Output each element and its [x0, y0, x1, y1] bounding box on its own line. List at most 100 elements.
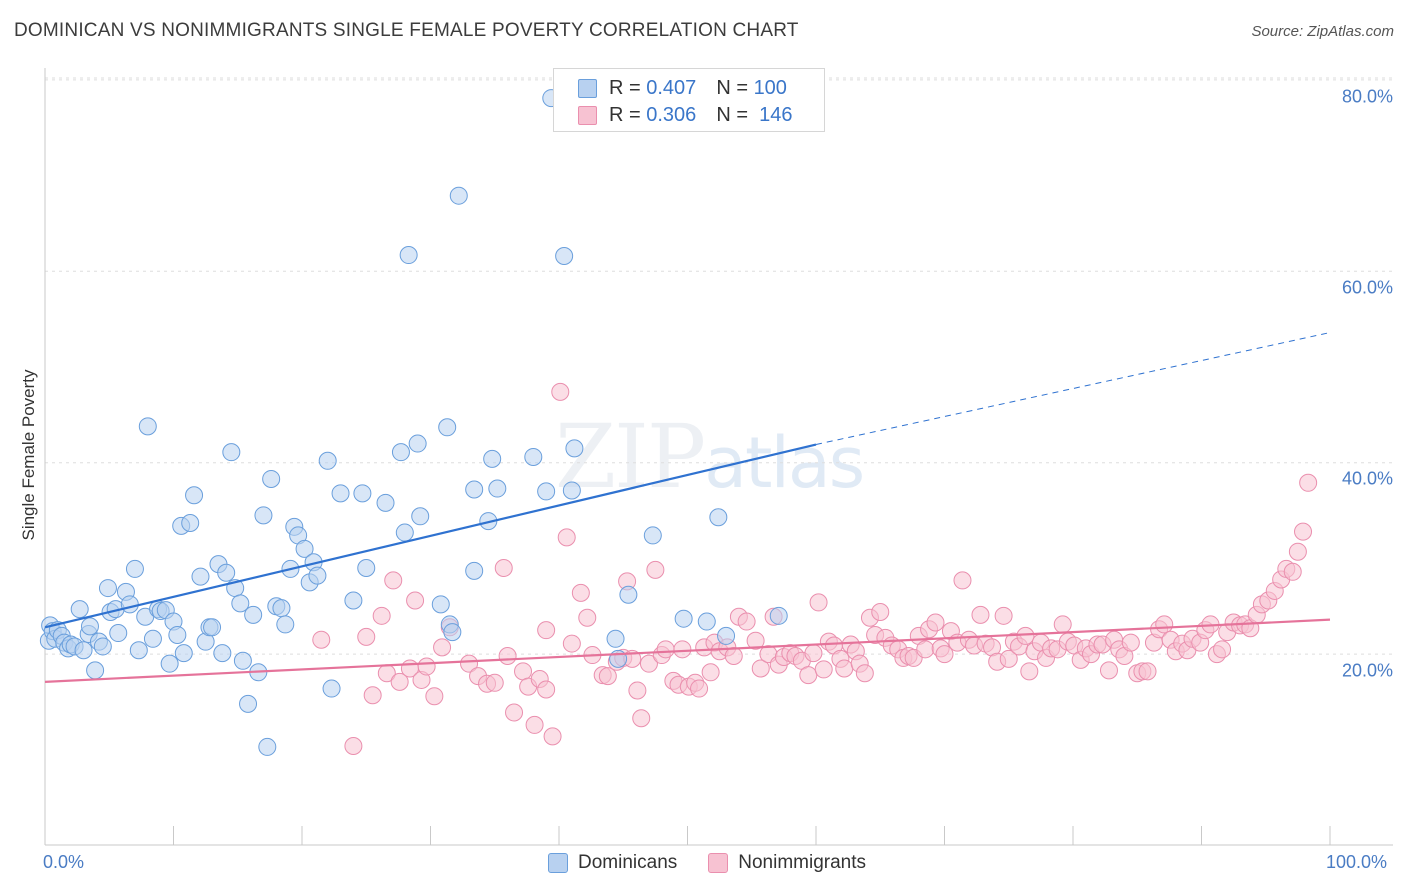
nonimmigrants-point [543, 727, 562, 746]
nonimmigrants-point [433, 638, 452, 657]
dominicans-point [709, 508, 728, 527]
dominicans-point [717, 626, 736, 645]
dominicans-point [276, 615, 295, 634]
x-tick-label-0: 0.0% [43, 852, 85, 872]
nonimmigrants-point [505, 703, 524, 722]
nonimmigrants-point [485, 673, 504, 692]
y-tick-label-80: 80.0% [1341, 86, 1393, 107]
nonimmigrants-point [690, 679, 709, 698]
dominicans-point [619, 585, 638, 604]
nonimmigrants-point [953, 571, 972, 590]
legend-r-value-dominicans: 0.407 [646, 76, 697, 99]
dominicans-point [565, 439, 584, 458]
legend-n-value-dominicans: 100 [753, 76, 787, 99]
nonimmigrants-point [971, 605, 990, 624]
nonimmigrants-point [578, 608, 597, 627]
nonimmigrants-legend-swatch [708, 853, 729, 873]
dominicans-point [93, 637, 112, 656]
dominicans-point [555, 246, 574, 265]
dominicans-point [524, 447, 543, 466]
dominicans-point [138, 417, 157, 436]
nonimmigrants-point [999, 649, 1018, 668]
nonimmigrants-point [514, 662, 533, 681]
nonimmigrants-point [525, 715, 544, 734]
nonimmigrants-point [460, 654, 479, 673]
dominicans-point [272, 599, 291, 618]
dominicans-point [769, 606, 788, 625]
dominicans-point [213, 644, 232, 663]
nonimmigrants-point [551, 382, 570, 401]
nonimmigrants-point [537, 621, 556, 640]
dominicans-point [391, 443, 410, 462]
nonimmigrants-trend-line [44, 618, 1331, 683]
dominicans-point [74, 641, 93, 660]
nonimmigrants-point [417, 657, 436, 676]
dominicans-point [399, 246, 418, 265]
nonimmigrants-point [871, 602, 890, 621]
dominicans-point [160, 654, 179, 673]
nonimmigrants-point [557, 528, 576, 547]
dominicans-point [203, 618, 222, 637]
dominicans-point [120, 595, 139, 614]
dominicans-point [449, 186, 468, 205]
nonimmigrants-point [737, 612, 756, 631]
nonimmigrants-point [646, 560, 665, 579]
dominicans-point [233, 651, 252, 670]
dominicans-point [411, 507, 430, 526]
x-tick-label-100: 100.0% [1326, 852, 1388, 872]
dominicans-point [431, 595, 450, 614]
dominicans-point [697, 612, 716, 631]
nonimmigrants-point [312, 630, 331, 649]
nonimmigrants-point [746, 631, 765, 650]
nonimmigrants-point [701, 663, 720, 682]
dominicans-point [483, 449, 502, 468]
dominicans-point [353, 484, 372, 503]
nonimmigrants-point [814, 660, 833, 679]
dominicans-point [222, 443, 241, 462]
nonimmigrants-point [809, 593, 828, 612]
dominicans-point [438, 418, 457, 437]
dominicans-point [331, 484, 350, 503]
nonimmigrants-point [1294, 522, 1313, 541]
legend-n-label: N = [716, 76, 748, 99]
nonimmigrants-point [344, 736, 363, 755]
nonimmigrants-point [751, 659, 770, 678]
dominicans-point [562, 481, 581, 500]
nonimmigrants-point [537, 680, 556, 699]
legend-n-label: N = [716, 103, 748, 126]
nonimmigrants-point [571, 583, 590, 602]
nonimmigrants-point [1213, 640, 1232, 659]
nonimmigrants-point [855, 664, 874, 683]
nonimmigrants-point [1016, 626, 1035, 645]
legend-r-value-nonimmigrants: 0.306 [646, 103, 697, 126]
nonimmigrants-swatch [578, 105, 597, 125]
nonimmigrants-point [632, 709, 651, 728]
legend-r-label: R = [609, 103, 641, 126]
dominicans-point [174, 644, 193, 663]
dominicans-point [109, 624, 128, 643]
nonimmigrants-point [628, 681, 647, 700]
nonimmigrants-point [1299, 473, 1318, 492]
dominicans-point [98, 579, 117, 598]
dominicans-point [395, 523, 414, 542]
nonimmigrants-point [916, 640, 935, 659]
legend-item-dominicans[interactable]: Dominicans [548, 852, 677, 874]
nonimmigrants-point [425, 687, 444, 706]
dominicans-point [357, 558, 376, 577]
legend-row-nonimmigrants: R = 0.306 N = 146 [578, 103, 793, 127]
nonimmigrants-point [1053, 615, 1072, 634]
dominicans-point [465, 561, 484, 580]
dominicans-point [443, 623, 462, 642]
nonimmigrants-point [1121, 633, 1140, 652]
dominicans-point [258, 737, 277, 756]
legend-item-nonimmigrants[interactable]: Nonimmigrants [708, 852, 866, 874]
dominicans-point [295, 539, 314, 558]
dominicans-point [181, 513, 200, 532]
legend-r-label: R = [609, 76, 641, 99]
y-axis-label: Single Female Poverty [19, 369, 38, 541]
nonimmigrants-point [384, 571, 403, 590]
dominicans-point [674, 609, 693, 628]
legend-label-dominicans: Dominicans [578, 852, 678, 873]
nonimmigrants-point [1020, 662, 1039, 681]
